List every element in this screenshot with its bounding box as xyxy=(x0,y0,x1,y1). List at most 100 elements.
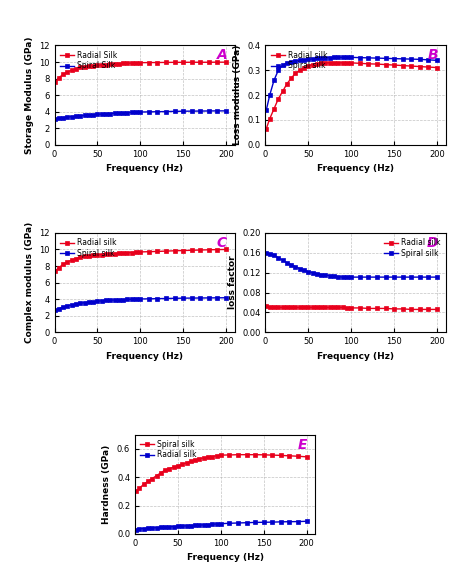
Radial Silk xyxy=(180,59,186,66)
Radial silk xyxy=(310,304,316,311)
Y-axis label: Storage Modulus (GPa): Storage Modulus (GPa) xyxy=(25,36,34,154)
Text: B: B xyxy=(428,48,438,62)
Spiral silk xyxy=(77,300,83,307)
Radial silk xyxy=(120,250,126,257)
Text: A: A xyxy=(217,48,228,62)
Radial silk xyxy=(244,519,249,526)
Radial silk xyxy=(292,70,298,77)
Spiral silk xyxy=(336,273,341,280)
Spiral silk xyxy=(64,302,70,309)
Spiral Silk xyxy=(69,113,74,120)
Radial silk xyxy=(297,67,302,74)
Radial silk xyxy=(295,518,301,525)
Radial silk xyxy=(331,60,337,66)
Radial silk xyxy=(69,257,74,264)
Spiral silk xyxy=(374,274,380,281)
Spiral silk xyxy=(120,296,126,303)
Radial silk xyxy=(90,252,96,259)
Radial silk xyxy=(340,304,346,311)
Radial Silk xyxy=(133,60,139,66)
Radial silk xyxy=(344,304,350,311)
Radial Silk xyxy=(90,62,96,69)
Radial Silk xyxy=(215,59,220,65)
Spiral silk xyxy=(297,57,302,64)
Radial silk xyxy=(218,520,224,527)
Spiral silk xyxy=(261,452,266,458)
Radial silk xyxy=(137,525,142,532)
Spiral Silk xyxy=(86,111,91,118)
Spiral silk xyxy=(287,452,292,459)
Spiral silk xyxy=(267,91,273,99)
Spiral silk xyxy=(280,257,285,264)
Spiral Silk xyxy=(56,115,62,122)
Radial silk xyxy=(145,525,151,532)
Radial Silk xyxy=(146,59,152,66)
Spiral Silk xyxy=(90,111,96,118)
Spiral silk xyxy=(327,272,333,279)
Radial silk xyxy=(344,60,350,66)
Radial silk xyxy=(60,261,66,268)
Radial silk xyxy=(214,520,219,527)
X-axis label: Frequency (Hz): Frequency (Hz) xyxy=(317,164,394,173)
Radial silk xyxy=(365,305,371,312)
Line: Spiral silk: Spiral silk xyxy=(264,252,439,279)
Radial silk xyxy=(284,304,290,311)
Spiral silk xyxy=(264,107,269,114)
Radial silk xyxy=(264,303,269,310)
Spiral silk xyxy=(365,274,371,281)
Spiral Silk xyxy=(53,116,58,123)
Spiral Silk xyxy=(206,107,212,114)
Spiral silk xyxy=(166,465,172,472)
Radial Silk xyxy=(155,59,160,66)
Spiral silk xyxy=(434,274,440,281)
Spiral silk xyxy=(244,451,249,458)
Spiral Silk xyxy=(223,107,229,114)
Radial silk xyxy=(108,250,113,257)
Spiral silk xyxy=(327,54,333,61)
Radial silk xyxy=(82,253,87,260)
Spiral silk xyxy=(340,54,346,61)
Radial silk xyxy=(103,251,109,258)
Spiral silk xyxy=(278,452,284,459)
Spiral silk xyxy=(82,299,87,306)
Spiral silk xyxy=(86,299,91,306)
Radial Silk xyxy=(53,78,58,85)
Spiral silk xyxy=(218,452,224,458)
Spiral silk xyxy=(56,305,62,312)
Spiral silk xyxy=(103,297,109,304)
Line: Radial silk: Radial silk xyxy=(134,520,309,532)
Text: E: E xyxy=(298,437,307,452)
Radial Silk xyxy=(112,61,118,68)
Spiral silk xyxy=(284,60,290,66)
Spiral silk xyxy=(201,454,207,461)
Spiral silk xyxy=(270,452,275,458)
Radial silk xyxy=(275,95,281,102)
Radial silk xyxy=(180,247,186,254)
Spiral silk xyxy=(175,462,181,469)
Spiral silk xyxy=(340,274,346,281)
Radial silk xyxy=(180,523,185,529)
Radial silk xyxy=(146,248,152,255)
Spiral silk xyxy=(214,452,219,459)
Radial silk xyxy=(301,64,307,71)
Spiral silk xyxy=(69,302,74,308)
Radial Silk xyxy=(94,62,100,69)
Spiral silk xyxy=(267,250,273,257)
Spiral silk xyxy=(305,268,311,275)
Radial silk xyxy=(261,519,266,526)
Spiral silk xyxy=(192,457,198,463)
Spiral Silk xyxy=(94,111,100,118)
Radial silk xyxy=(314,304,320,311)
Radial silk xyxy=(270,519,275,525)
Spiral silk xyxy=(112,296,118,303)
Spiral silk xyxy=(215,294,220,301)
Radial silk xyxy=(310,61,316,68)
Radial silk xyxy=(155,248,160,255)
Radial silk xyxy=(205,521,211,528)
Radial silk xyxy=(336,304,341,311)
Radial silk xyxy=(133,249,139,256)
Radial silk xyxy=(391,306,397,312)
Spiral Silk xyxy=(137,108,143,115)
Spiral silk xyxy=(280,62,285,69)
Radial silk xyxy=(331,304,337,311)
